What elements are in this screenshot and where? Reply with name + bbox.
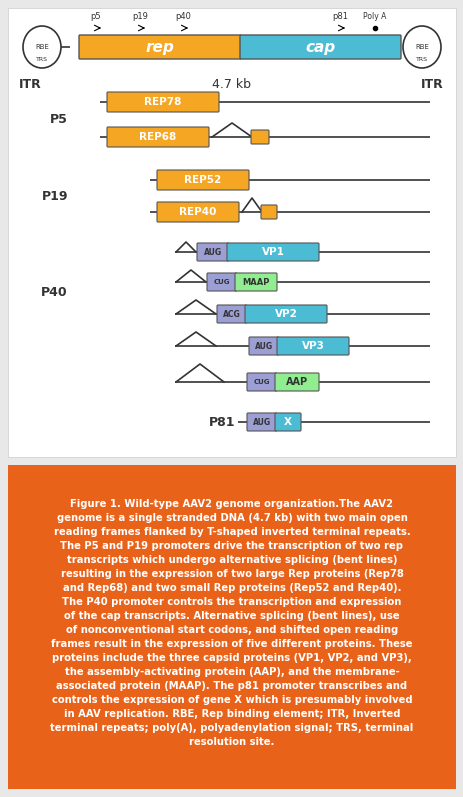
FancyBboxPatch shape [249,337,278,355]
FancyBboxPatch shape [156,202,238,222]
Ellipse shape [23,26,61,68]
Text: VP2: VP2 [274,309,297,319]
FancyBboxPatch shape [156,170,249,190]
FancyBboxPatch shape [246,373,276,391]
Text: 4.7 kb: 4.7 kb [212,78,251,91]
Text: ACG: ACG [223,309,240,319]
Text: VP1: VP1 [261,247,284,257]
Text: CUG: CUG [253,379,269,385]
Text: RBE: RBE [414,44,428,50]
Text: REP68: REP68 [139,132,176,142]
FancyBboxPatch shape [276,337,348,355]
FancyBboxPatch shape [260,205,276,219]
Text: cap: cap [305,40,335,54]
Text: REP40: REP40 [179,207,216,217]
Text: AUG: AUG [252,418,270,426]
Text: REP52: REP52 [184,175,221,185]
FancyBboxPatch shape [275,373,319,391]
Text: p19: p19 [132,12,148,21]
Text: REP78: REP78 [144,97,181,107]
Text: VP3: VP3 [301,341,324,351]
Text: AAP: AAP [285,377,307,387]
Text: P19: P19 [41,190,68,202]
FancyBboxPatch shape [107,92,219,112]
Text: P5: P5 [50,113,68,126]
Text: TRS: TRS [415,57,427,61]
Text: RBE: RBE [35,44,49,50]
Text: TRS: TRS [36,57,48,61]
FancyBboxPatch shape [234,273,276,291]
Text: Figure 1. Wild-type AAV2 genome organization.The AAV2
genome is a single strande: Figure 1. Wild-type AAV2 genome organiza… [50,499,413,747]
Text: P40: P40 [41,285,68,299]
Text: p5: p5 [90,12,101,21]
FancyBboxPatch shape [197,243,229,261]
FancyBboxPatch shape [275,413,300,431]
Text: AUG: AUG [254,341,272,351]
FancyBboxPatch shape [226,243,319,261]
FancyBboxPatch shape [107,127,208,147]
Text: Poly A: Poly A [363,12,386,21]
Text: CUG: CUG [213,279,230,285]
FancyBboxPatch shape [206,273,237,291]
Text: MAAP: MAAP [242,277,269,286]
FancyBboxPatch shape [244,305,326,323]
Text: p40: p40 [175,12,191,21]
FancyBboxPatch shape [250,130,269,144]
Text: P81: P81 [208,415,234,429]
Text: X: X [283,417,291,427]
Text: p81: p81 [332,12,347,21]
FancyBboxPatch shape [79,35,240,59]
Ellipse shape [402,26,440,68]
Text: ITR: ITR [19,78,41,91]
FancyBboxPatch shape [217,305,246,323]
FancyBboxPatch shape [239,35,400,59]
FancyBboxPatch shape [246,413,276,431]
Text: AUG: AUG [204,248,222,257]
Text: rep: rep [145,40,174,54]
Bar [8,8,455,457]
Bar [8,465,455,789]
Text: ITR: ITR [420,78,443,91]
